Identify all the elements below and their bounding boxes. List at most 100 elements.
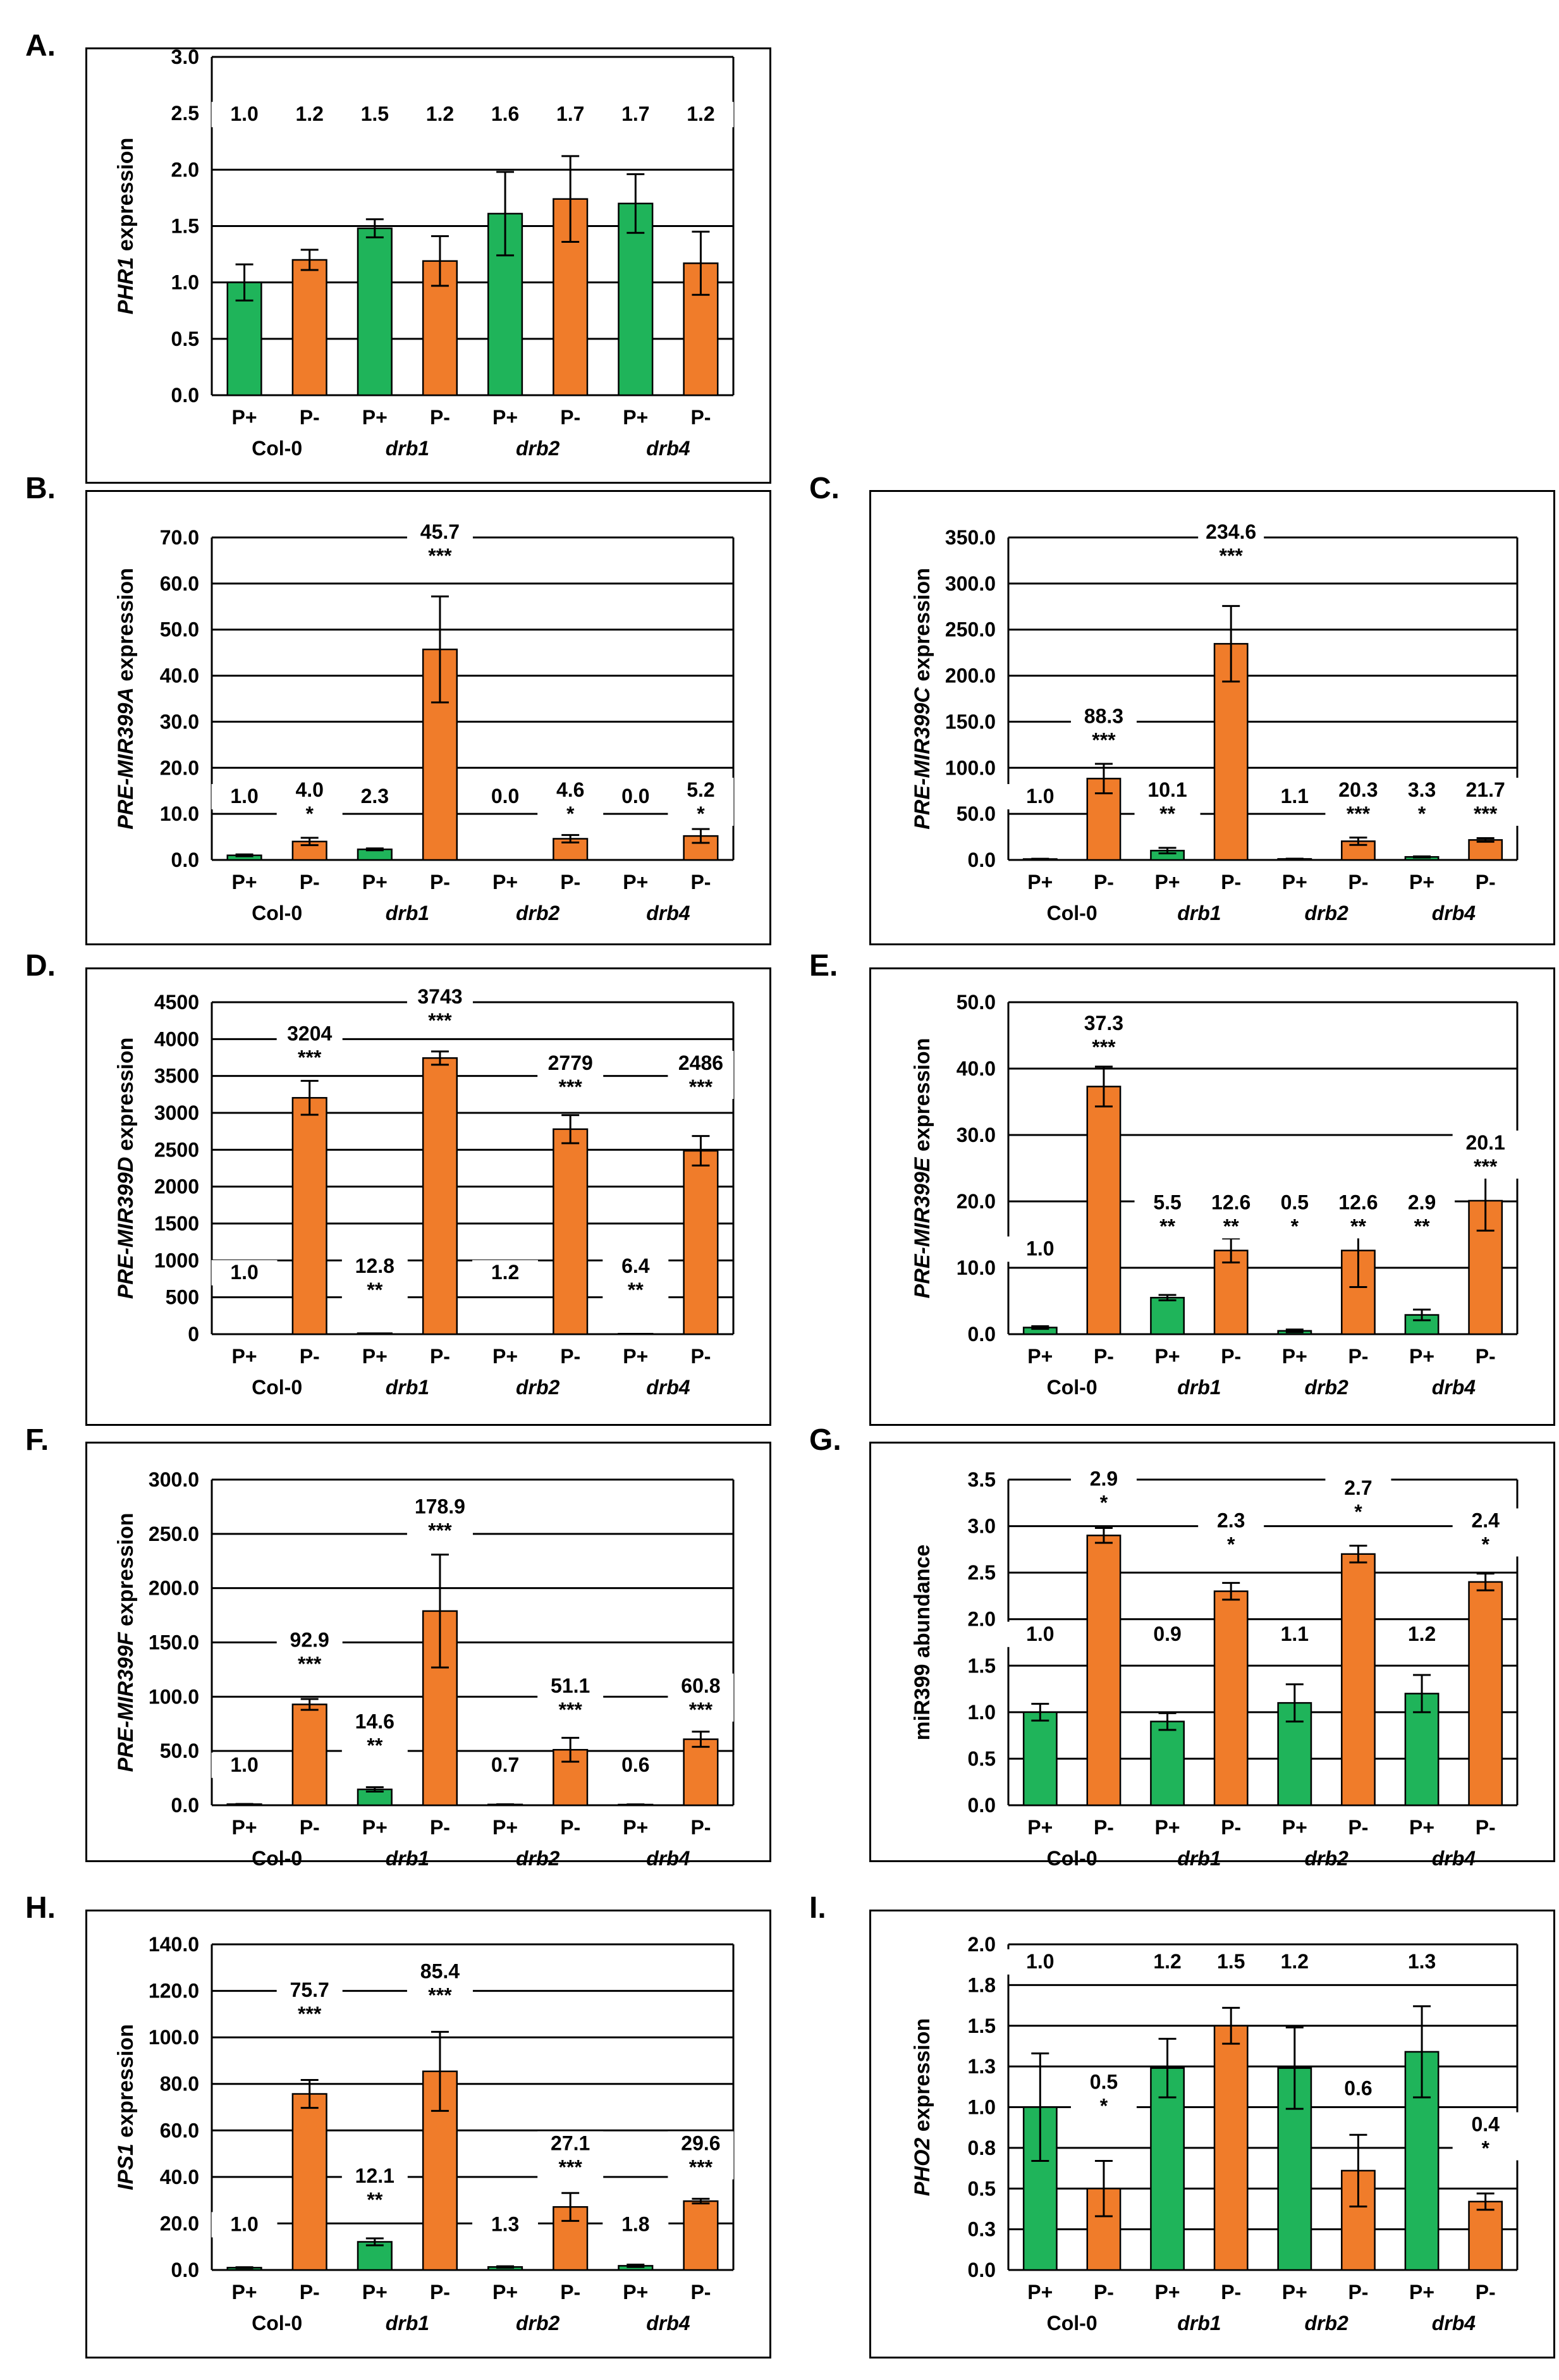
x-category-label: P+ [1282, 871, 1307, 893]
significance-stars: *** [428, 544, 452, 567]
data-label: 21.7 [1466, 778, 1505, 801]
data-label: 234.6 [1206, 520, 1256, 543]
y-tick-label: 0.0 [968, 1323, 996, 1346]
x-category-label: P+ [623, 871, 648, 893]
y-tick-label: 200.0 [945, 665, 996, 687]
y-label-gene: PRE-MIR399A [114, 687, 138, 830]
significance-stars: *** [689, 1076, 713, 1098]
label-backing [537, 1051, 604, 1099]
data-label: 60.8 [681, 1674, 720, 1697]
x-group-label: drb2 [516, 1847, 560, 1870]
data-label: 2.3 [361, 785, 389, 807]
x-category-label: P- [1476, 1345, 1496, 1368]
y-tick-label: 1.5 [968, 1654, 996, 1677]
x-group-label: drb2 [516, 1376, 560, 1399]
bar-col-0-p-minus [291, 1096, 327, 1335]
label-backing [1007, 1621, 1073, 1647]
data-label: 5.5 [1153, 1191, 1181, 1214]
x-category-label: P+ [1155, 1816, 1180, 1839]
data-label: 27.1 [551, 2132, 590, 2155]
x-group-label: drb2 [1304, 1847, 1348, 1870]
bar-drb2-p-minus [1341, 1553, 1376, 1806]
x-category-label: P+ [1155, 2281, 1180, 2303]
y-label-gene: PHR1 [114, 257, 138, 315]
x-category-label: P- [1221, 1816, 1241, 1839]
label-backing [537, 102, 604, 128]
data-label: 0.7 [491, 1753, 519, 1776]
x-category-label: P+ [1409, 2281, 1434, 2303]
x-group-label: drb1 [1177, 1847, 1221, 1870]
y-tick-label: 0.8 [968, 2137, 996, 2159]
x-group-label: drb1 [1177, 902, 1221, 924]
data-label: 1.3 [1408, 1950, 1436, 1973]
y-tick-label: 1.5 [968, 2015, 996, 2037]
y-axis-label: miR399 abundance [910, 1545, 934, 1741]
significance-stars: *** [1474, 1155, 1498, 1178]
y-tick-label: 100.0 [149, 1685, 199, 1708]
x-group-label: Col-0 [252, 2312, 302, 2334]
label-backing [407, 1959, 473, 2008]
x-group-label: drb1 [386, 1376, 429, 1399]
y-tick-label: 20.0 [160, 2212, 199, 2235]
label-backing [341, 1253, 408, 1302]
y-tick-label: 1.8 [968, 1973, 996, 1996]
y-tick-label: 350.0 [945, 526, 996, 549]
x-group-label: Col-0 [1047, 902, 1097, 924]
label-backing [602, 2212, 669, 2238]
bar-drb4-p-minus [683, 2200, 719, 2271]
significance-stars: ** [1223, 1215, 1239, 1238]
label-backing [472, 1752, 539, 1778]
x-group-label: drb1 [1177, 1376, 1221, 1399]
x-group-label: Col-0 [1047, 1847, 1097, 1870]
y-tick-label: 1.3 [968, 2055, 996, 2078]
significance-stars: ** [1414, 1215, 1430, 1238]
y-tick-label: 500 [166, 1286, 199, 1309]
x-category-label: P- [690, 1345, 711, 1368]
x-category-label: P- [1476, 2281, 1496, 2303]
data-label: 20.1 [1466, 1131, 1505, 1154]
x-category-label: P+ [1282, 1345, 1307, 1368]
x-group-label: drb1 [386, 437, 429, 460]
panel-b-chart: 0.0 10.0 20.0 30.0 40.0 50.0 60.0 70.0 PRE-MIR39… [114, 520, 735, 924]
x-category-label: P+ [1155, 871, 1180, 893]
x-category-label: P- [430, 871, 450, 893]
label-backing [1452, 2112, 1519, 2161]
significance-stars: * [697, 802, 705, 825]
data-label: 1.8 [621, 2212, 649, 2235]
x-group-label: Col-0 [1047, 1376, 1097, 1399]
x-category-label: P- [1476, 1816, 1496, 1839]
label-backing [211, 2212, 278, 2238]
y-tick-label: 3.0 [968, 1515, 996, 1538]
data-label: 0.0 [621, 785, 649, 807]
x-category-label: P- [1094, 871, 1114, 893]
panel-e-letter: E. [809, 949, 838, 983]
label-backing [276, 1977, 343, 2026]
label-backing [1134, 1190, 1201, 1239]
label-backing [1070, 1011, 1137, 1059]
bar-drb1-p-plus [1150, 1297, 1185, 1335]
significance-stars: * [1227, 1533, 1235, 1556]
data-label: 85.4 [420, 1960, 460, 1983]
bar-drb2-p-minus [553, 1128, 589, 1335]
label-backing [1070, 2070, 1137, 2118]
label-backing [602, 1752, 669, 1778]
x-category-label: P- [300, 2281, 320, 2303]
data-label: 1.2 [295, 102, 323, 125]
y-tick-label: 0.5 [968, 2177, 996, 2200]
y-label-gene: PRE-MIR399F [114, 1631, 138, 1772]
x-group-label: drb4 [1432, 1847, 1476, 1870]
data-label: 178.9 [415, 1495, 465, 1518]
x-category-label: P- [430, 406, 450, 429]
significance-stars: *** [298, 2003, 322, 2025]
bar-drb1-p-plus [357, 227, 393, 396]
label-backing [1198, 1949, 1264, 1975]
data-label: 1.6 [491, 102, 519, 125]
y-tick-label: 0.0 [968, 2259, 996, 2281]
label-backing [1389, 1949, 1455, 1975]
y-tick-label: 150.0 [945, 710, 996, 733]
bar-drb1-p-plus [1150, 2067, 1185, 2271]
y-axis-label: PRE-MIR399C expression [910, 568, 934, 830]
y-tick-label: 80.0 [160, 2073, 199, 2095]
bar-drb4-p-minus [1468, 2200, 1503, 2271]
y-tick-label: 100.0 [945, 756, 996, 779]
